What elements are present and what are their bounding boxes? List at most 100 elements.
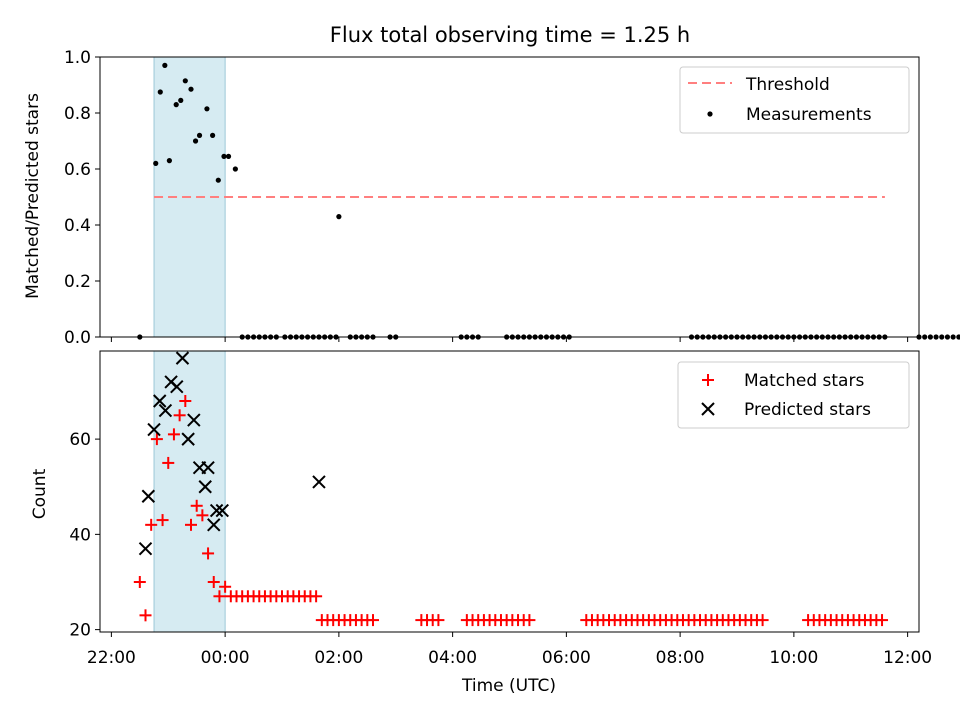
matched-star-point [145, 518, 158, 531]
x-tick-label: 00:00 [201, 648, 250, 668]
top-y-tick-label: 0.6 [64, 160, 91, 180]
matched-star-point [185, 518, 197, 531]
matched-star-point [219, 580, 232, 593]
matched-star-point [179, 395, 192, 408]
predicted-star-point [141, 489, 156, 503]
predicted-star-point [158, 403, 173, 418]
bottom-legend: Matched stars Predicted stars [677, 361, 910, 429]
x-tick-label: 08:00 [656, 648, 705, 668]
bottom-plot-frame [99, 350, 920, 633]
top-x-ticks [110, 337, 909, 342]
predicted-star-point [181, 432, 195, 446]
measurement-point [221, 153, 227, 159]
x-tick-label: 06:00 [542, 648, 591, 668]
matched-star-point [150, 433, 163, 446]
bottom-legend-box [677, 361, 910, 429]
measurement-point [204, 106, 210, 112]
measurement-point [153, 160, 159, 166]
measurement-point [196, 132, 203, 138]
matched-star-point [310, 590, 323, 603]
top-y-tick-label: 0.4 [64, 216, 91, 236]
legend-predicted-label: Predicted stars [744, 400, 871, 420]
bottom-y-axis-label: Count [30, 468, 50, 519]
bottom-y-tick-label: 20 [69, 621, 91, 641]
legend-measurements-swatch [707, 111, 713, 117]
bottom-shaded-region [153, 350, 226, 633]
matched-star-point [167, 428, 180, 441]
top-y-tick-label: 1.0 [64, 48, 91, 68]
legend-matched-label: Matched stars [744, 371, 864, 391]
measurement-point [939, 334, 945, 340]
legend-threshold-label: Threshold [745, 75, 830, 95]
x-axis-label: Time (UTC) [461, 676, 556, 696]
predicted-star-point [138, 541, 153, 556]
measurement-point [922, 334, 928, 340]
bottom-marks [133, 351, 889, 627]
legend-matched-swatch [702, 374, 714, 386]
bottom-y-tick-label: 60 [69, 430, 91, 450]
bottom-panel: 20 40 60 22:00 00:00 02:00 04:00 06:00 08:00 10:… [30, 350, 932, 696]
matched-star-point [173, 409, 186, 422]
predicted-star-point [170, 380, 184, 394]
measurement-point [166, 158, 172, 164]
predicted-star-point [147, 422, 161, 437]
matched-star-point [139, 609, 152, 622]
matched-star-point [202, 547, 215, 560]
matched-star-point [756, 614, 769, 627]
predicted-star-point [209, 503, 224, 518]
measurement-point [162, 62, 168, 68]
measurement-point [215, 177, 221, 183]
predicted-star-point [153, 394, 167, 408]
measurement-point [232, 166, 238, 172]
x-tick-label: 22:00 [87, 648, 136, 668]
measurement-point [173, 102, 179, 108]
matched-star-point [133, 575, 146, 588]
matched-star-point [213, 590, 226, 603]
measurement-point [950, 334, 956, 340]
x-tick-label: 02:00 [314, 648, 363, 668]
top-legend: Threshold Measurements [679, 66, 910, 134]
top-plot-frame [99, 56, 920, 338]
top-y-tick-label: 0.2 [64, 272, 91, 292]
matched-star-point [876, 614, 889, 627]
matched-star-point [156, 514, 169, 527]
x-tick-label: 10:00 [769, 648, 818, 668]
measurement-point [188, 86, 194, 92]
x-tick-label: 12:00 [883, 648, 932, 668]
top-y-tick-label: 0.8 [64, 104, 91, 124]
measurement-point [210, 132, 216, 138]
top-legend-box [679, 66, 910, 134]
measurement-point [178, 97, 184, 103]
bottom-y-tick-label: 40 [69, 525, 91, 545]
predicted-star-point [207, 518, 221, 532]
top-y-axis-label: Matched/Predicted stars [23, 93, 43, 299]
bottom-y-axis: 20 40 60 [69, 430, 100, 641]
measurement-point [157, 89, 163, 95]
top-y-tick-label: 0.0 [64, 328, 91, 348]
top-y-axis: 0.0 0.2 0.4 0.6 0.8 1.0 [64, 48, 100, 348]
matched-star-point [190, 499, 203, 512]
measurement-point [927, 334, 933, 340]
predicted-star-point [312, 475, 326, 489]
top-panel: 0.0 0.2 0.4 0.6 0.8 1.0 Matched/Predicted sta… [23, 48, 960, 348]
measurement-point [192, 138, 199, 144]
measurement-point [182, 78, 188, 84]
measurement-point [336, 214, 342, 220]
matched-star-point [162, 456, 175, 469]
measurement-point [933, 334, 939, 340]
matched-star-point [523, 614, 536, 627]
predicted-star-point [198, 480, 212, 494]
chart-title: Flux total observing time = 1.25 h [330, 23, 690, 47]
predicted-star-point [201, 460, 215, 475]
measurement-point [956, 334, 960, 340]
matched-star-point [207, 575, 220, 588]
matched-star-point [432, 614, 445, 627]
matched-star-point [367, 614, 379, 627]
measurement-point [225, 153, 232, 159]
predicted-star-point [215, 503, 229, 518]
predicted-star-point [175, 351, 190, 365]
legend-predicted-swatch [701, 402, 715, 416]
predicted-star-point [187, 413, 201, 427]
measurement-point [944, 334, 951, 340]
